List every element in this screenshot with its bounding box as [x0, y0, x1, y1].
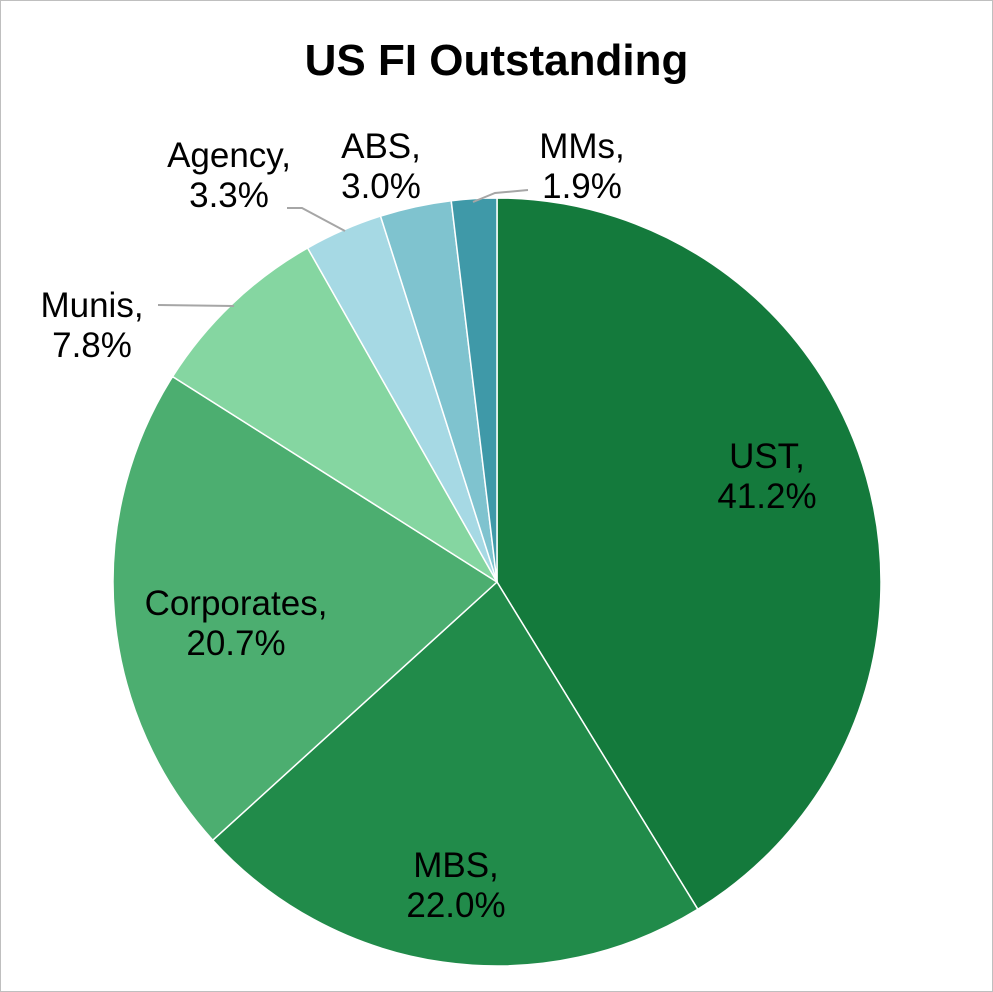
data-label-munis: Munis, 7.8%: [40, 286, 143, 365]
data-label-value: 3.3%: [189, 176, 269, 215]
data-labels: UST, 41.2% MBS, 22.0% Corporates, 20.7% Munis,…: [40, 127, 816, 925]
chart-title: US FI Outstanding: [304, 36, 689, 85]
pie-slice-munis: [171, 246, 498, 583]
data-label-mbs: MBS, 22.0%: [406, 846, 505, 925]
pie-slices: [112, 197, 882, 967]
data-label-category: ABS,: [341, 127, 421, 166]
pie-slice-mms: [450, 197, 498, 583]
data-label-value: 7.8%: [52, 326, 132, 365]
leader-line-agency: [287, 207, 346, 232]
leader-lines: [157, 189, 529, 307]
data-label-category: Munis,: [40, 286, 143, 325]
data-label-agency: Agency, 3.3%: [167, 136, 291, 215]
pie-slice-ust: [496, 197, 882, 911]
data-label-category: Agency,: [167, 136, 291, 175]
pie-slice-corporates: [112, 375, 499, 842]
data-label-value: 20.7%: [186, 624, 285, 663]
data-label-category: MMs,: [539, 127, 625, 166]
data-label-category: Corporates,: [145, 584, 328, 623]
leader-line-munis: [157, 304, 235, 307]
leader-line-mms: [472, 189, 529, 203]
data-label-abs: ABS, 3.0%: [341, 127, 421, 206]
data-label-ust: UST, 41.2%: [717, 437, 816, 516]
data-label-category: UST,: [729, 437, 805, 476]
data-label-value: 1.9%: [542, 167, 622, 206]
data-label-mms: MMs, 1.9%: [539, 127, 625, 206]
pie-slice-mbs: [211, 580, 699, 967]
data-label-value: 22.0%: [406, 886, 505, 925]
data-label-value: 3.0%: [341, 167, 421, 206]
data-label-value: 41.2%: [717, 477, 816, 516]
data-label-corporates: Corporates, 20.7%: [145, 584, 328, 663]
data-label-category: MBS,: [413, 846, 499, 885]
